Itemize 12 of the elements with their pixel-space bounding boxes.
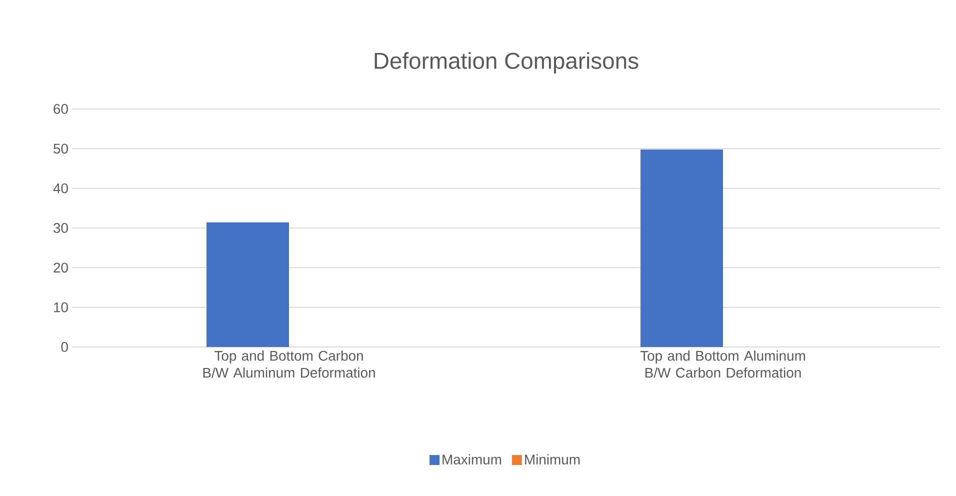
y-tick-label: 50 (54, 144, 68, 154)
legend-label: Minimum (525, 454, 580, 464)
y-tick-label: 40 (53, 183, 68, 194)
y-tick-label: 20 (54, 262, 68, 273)
y-tick-label: 60 (54, 104, 68, 114)
y-tick-label: 30 (54, 223, 68, 233)
x-tick-label: Top and Bottom Carbon B/W Aluminum Deformation (203, 350, 375, 378)
y-tick-label: 10 (54, 302, 68, 312)
legend-label: Maximum (442, 454, 502, 464)
y-tick-label: 0 (61, 342, 68, 352)
x-tick-label: Top and Bottom Aluminum B/W Carbon Deformation (640, 350, 806, 378)
chart-title: Deformation Comparisons (374, 52, 638, 74)
